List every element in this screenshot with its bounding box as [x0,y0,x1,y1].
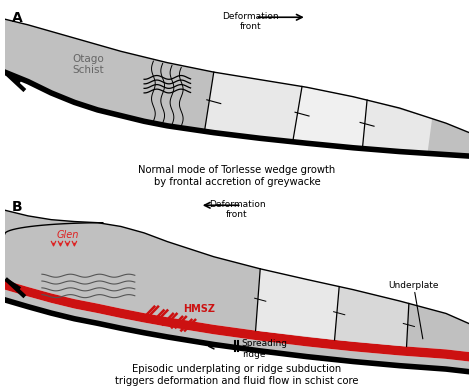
Text: HMSZ: HMSZ [183,303,216,314]
Polygon shape [5,290,469,372]
Text: Underplate: Underplate [388,281,439,339]
Text: Deformation
front: Deformation front [223,12,279,31]
Text: Episodic underplating or ridge subduction
triggers deformation and fluid flow in: Episodic underplating or ridge subductio… [115,364,359,386]
Text: Normal mode of Torlesse wedge growth
by frontal accretion of greywacke: Normal mode of Torlesse wedge growth by … [138,165,336,187]
Polygon shape [335,287,409,346]
Polygon shape [5,19,469,156]
Polygon shape [255,269,339,340]
Polygon shape [5,210,469,352]
Text: Glen: Glen [56,230,79,240]
Text: Spreading
ridge: Spreading ridge [242,339,288,359]
Text: B: B [12,200,22,214]
Polygon shape [293,87,367,149]
Text: Otago
Schist: Otago Schist [73,54,104,75]
Polygon shape [5,280,469,362]
Text: A: A [12,11,22,25]
Text: Deformation
front: Deformation front [209,200,265,220]
Polygon shape [204,72,302,142]
Polygon shape [363,100,432,153]
